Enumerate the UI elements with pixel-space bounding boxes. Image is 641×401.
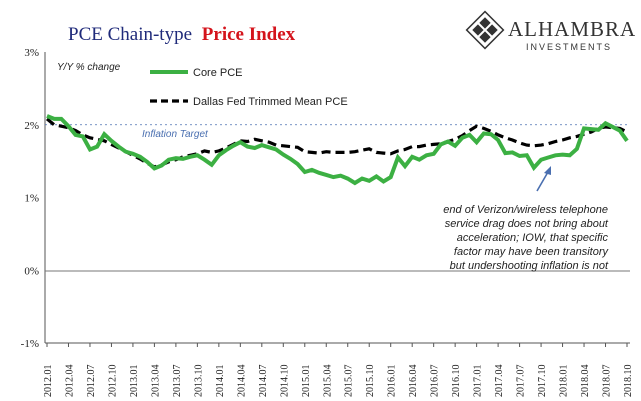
annotation-line: end of Verizon/wireless telephone [443,204,608,216]
y-tick-label: 1% [24,193,39,205]
annotation-line: factor may have been transitory [454,246,610,258]
x-tick-label: 2015.04 [322,365,333,398]
x-tick-label: 2018.10 [623,365,634,398]
annotation: end of Verizon/wireless telephone service… [443,204,609,272]
x-ticks: 2012.01 2012.04 2012.07 2012.10 2013.01 2013.… [43,343,634,397]
x-tick-label: 2016.01 [387,365,398,398]
series-line-core-pce [46,114,629,186]
alhambra-logo-icon [465,10,505,50]
x-tick-label: 2013.04 [150,365,161,398]
x-tick-label: 2014.04 [236,365,247,398]
legend-label-core-pce: Core PCE [193,67,243,79]
x-tick-label: 2016.10 [451,365,462,398]
x-tick-label: 2018.07 [602,365,613,398]
annotation-line: but undershooting inflation is not [450,260,609,272]
x-tick-label: 2018.04 [580,365,591,398]
x-tick-label: 2012.10 [107,365,118,398]
annotation-arrow [536,166,551,192]
x-tick-label: 2013.01 [129,365,140,398]
plot-area [44,52,630,344]
x-tick-label: 2012.04 [64,365,75,398]
x-tick-label: 2012.07 [86,365,97,398]
x-tick-label: 2016.04 [408,365,419,398]
x-tick-label: 2014.01 [215,365,226,398]
legend-label-trimmed-mean: Dallas Fed Trimmed Mean PCE [193,96,348,108]
title-part2: Price Index [202,24,296,45]
x-tick-label: 2015.10 [365,365,376,398]
y-tick-label: -1% [21,338,39,350]
logo-subtitle: INVESTMENTS [526,42,612,52]
x-tick-label: 2017.04 [494,365,505,398]
chart-title: PCE Chain-type Price Index [68,24,296,45]
x-tick-label: 2015.01 [301,365,312,398]
y-axis-label: Y/Y % change [57,62,121,73]
annotation-line: service drag does not bring about [445,218,609,230]
x-tick-label: 2017.10 [537,365,548,398]
x-tick-label: 2016.07 [430,365,441,398]
x-tick-label: 2015.07 [344,365,355,398]
legend: Core PCE Dallas Fed Trimmed Mean PCE [150,67,348,108]
title-part1: PCE Chain-type [68,24,192,45]
x-tick-label: 2013.07 [172,365,183,398]
inflation-target-label: Inflation Target [142,129,209,140]
x-tick-label: 2014.07 [258,365,269,398]
logo-name: ALHAMBRA [508,17,636,41]
x-tick-label: 2012.01 [43,365,54,398]
y-tick-label: 3% [24,47,39,59]
x-tick-label: 2017.01 [473,365,484,398]
y-tick-label: 2% [24,120,39,132]
x-tick-label: 2013.10 [193,365,204,398]
annotation-line: acceleration; IOW, that specific [457,232,609,244]
x-tick-label: 2014.10 [279,365,290,398]
x-tick-label: 2018.01 [559,365,570,398]
y-ticks: 3% 2% 1% 0% -1% [21,47,39,350]
x-tick-label: 2017.07 [516,365,527,398]
y-tick-label: 0% [24,265,39,277]
